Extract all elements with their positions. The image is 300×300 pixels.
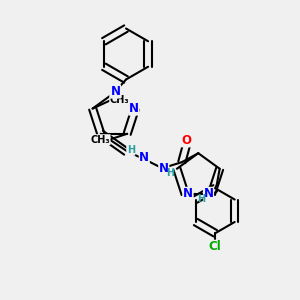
Text: CH₃: CH₃ [90, 135, 110, 145]
Text: Cl: Cl [209, 240, 221, 253]
Text: H: H [197, 194, 205, 204]
Text: N: N [203, 188, 214, 200]
Text: N: N [159, 162, 169, 175]
Text: CH₃: CH₃ [110, 94, 129, 104]
Text: N: N [183, 188, 193, 200]
Text: H: H [166, 168, 174, 178]
Text: O: O [181, 134, 191, 147]
Text: N: N [110, 85, 121, 98]
Text: N: N [129, 102, 139, 115]
Text: N: N [139, 151, 149, 164]
Text: H: H [127, 145, 135, 155]
